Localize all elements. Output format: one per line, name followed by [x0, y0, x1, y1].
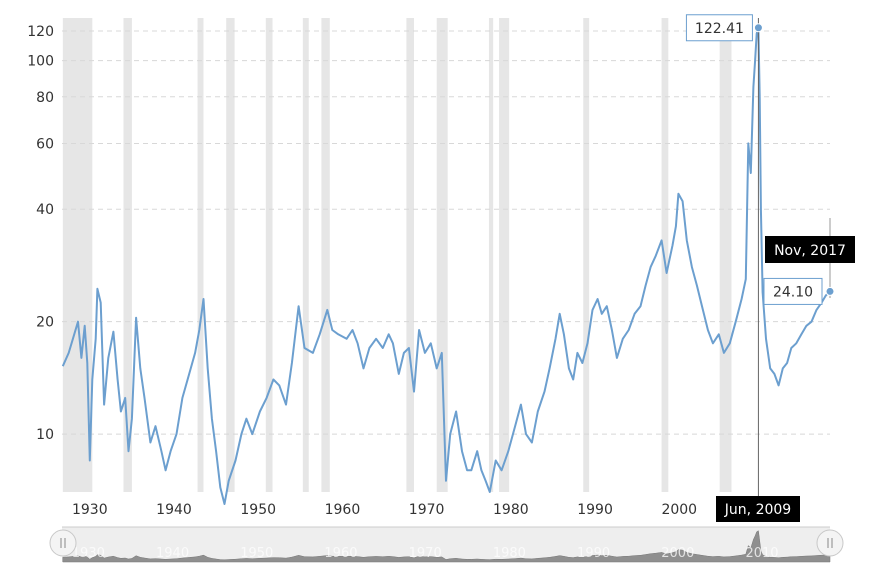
annotations: 122.41 24.10 Nov, 2017 Jun, 2009 [685, 14, 855, 522]
recession-band [197, 18, 204, 492]
axis-tooltip-label: Jun, 2009 [724, 502, 791, 518]
navigator-year-label: 2010 [745, 546, 778, 561]
navigator-year-label: 1990 [577, 546, 610, 561]
date-tooltip-label: Nov, 2017 [774, 243, 846, 259]
recession-band [321, 18, 330, 492]
navigator-year-label: 2000 [661, 546, 694, 561]
navigator-year-label: 1960 [324, 546, 357, 561]
navigator-year-label: 1980 [493, 546, 526, 561]
x-tick-label: 1930 [72, 502, 108, 518]
recession-band [583, 18, 590, 492]
x-tick-label: 1990 [577, 502, 613, 518]
x-axis-ticks: 1930 1940 1950 1960 1970 1980 1990 2000 [72, 502, 697, 518]
peak-callout-label: 122.41 [695, 21, 744, 37]
x-tick-label: 2000 [661, 502, 697, 518]
navigator-year-label: 1970 [409, 546, 442, 561]
y-tick-label: 100 [27, 54, 54, 70]
recession-band [661, 18, 669, 492]
grid-lines [62, 30, 830, 435]
peak-callout-box [685, 14, 753, 42]
navigator-handle-knob[interactable] [49, 529, 77, 557]
navigator-year-label: 1930 [72, 546, 105, 561]
grip-lines-icon [827, 538, 833, 548]
axis-tooltip-box [716, 496, 800, 522]
series-layer[interactable] [61, 26, 831, 505]
peak-point [753, 23, 763, 33]
navigator-right-handle[interactable] [816, 529, 844, 557]
navigator-handle-knob[interactable] [816, 529, 844, 557]
y-tick-label: 20 [36, 315, 54, 331]
recession-band [226, 18, 235, 492]
recession-band [302, 18, 309, 492]
x-tick-label: 1970 [409, 502, 445, 518]
recession-bands [62, 18, 732, 492]
recession-band [406, 18, 414, 492]
y-tick-label: 40 [36, 202, 54, 218]
y-tick-label: 120 [27, 24, 54, 40]
navigator-year-label: 1940 [156, 546, 189, 561]
y-tick-label: 80 [36, 90, 54, 106]
last-callout-label: 24.10 [773, 284, 813, 300]
recession-band [62, 18, 93, 492]
recession-band [436, 18, 448, 492]
recession-band [488, 18, 494, 492]
navigator-left-handle[interactable] [49, 529, 77, 557]
recession-band [499, 18, 510, 492]
last-callout-box [763, 277, 823, 305]
grip-lines-icon [60, 538, 66, 548]
x-tick-label: 1980 [493, 502, 529, 518]
y-tick-label: 60 [36, 136, 54, 152]
x-tick-label: 1940 [156, 502, 192, 518]
range-navigator[interactable]: 1930 1940 1950 1960 1970 1980 1990 2000 2010 [49, 526, 844, 563]
x-tick-label: 1960 [325, 502, 361, 518]
recession-band [265, 18, 273, 492]
navigator-year-label: 1950 [240, 546, 273, 561]
last-point [825, 286, 835, 296]
series-line[interactable] [61, 26, 831, 505]
recession-band [123, 18, 132, 492]
date-tooltip-box [765, 236, 855, 263]
x-tick-label: 1950 [240, 502, 276, 518]
y-tick-label: 10 [36, 427, 54, 443]
navigator-series [62, 530, 831, 563]
recession-band [719, 18, 732, 492]
y-axis-ticks: 10 20 40 60 80 100 120 [27, 24, 54, 443]
